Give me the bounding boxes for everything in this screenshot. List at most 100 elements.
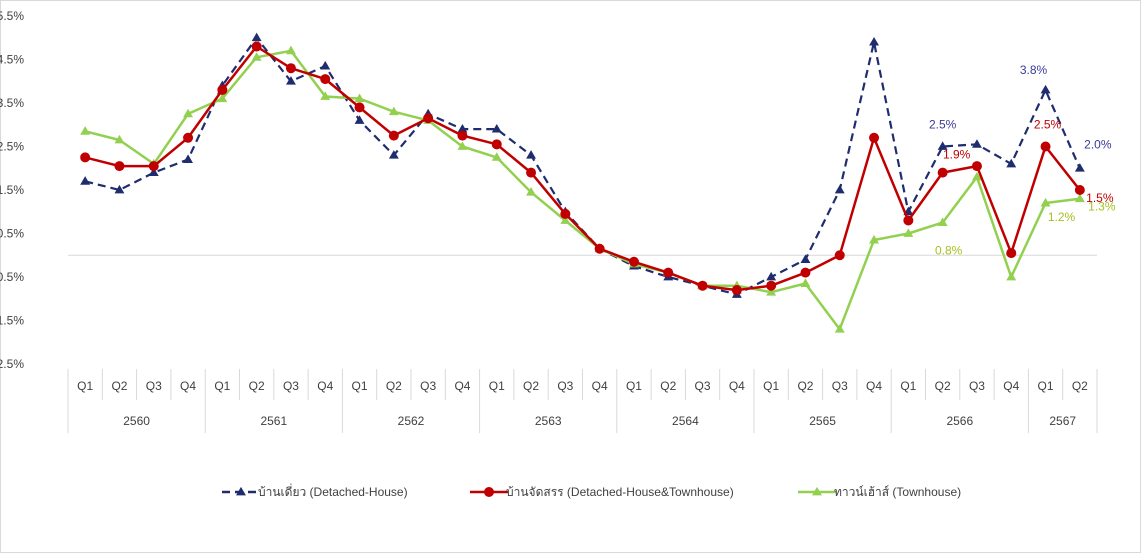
series-1	[80, 41, 1085, 296]
x-tick-label: Q2	[111, 379, 127, 393]
data-point	[971, 161, 982, 172]
legend-swatch-marker	[812, 486, 822, 496]
data-point	[1074, 163, 1085, 172]
data-point	[251, 41, 262, 52]
data-label: 3.8%	[1020, 63, 1048, 77]
year-label: 2560	[123, 414, 150, 428]
data-label: 1.9%	[943, 148, 971, 162]
x-tick-label: Q3	[420, 379, 436, 393]
data-point	[869, 36, 879, 46]
data-point	[286, 45, 296, 55]
x-tick-label: Q3	[695, 379, 711, 393]
data-point	[148, 161, 159, 172]
series-line	[84, 49, 1080, 331]
data-point	[594, 243, 605, 254]
x-tick-label: Q4	[729, 379, 745, 393]
year-label: 2562	[398, 414, 425, 428]
data-labels: 2.5% 3.8% 2.0% 1.9% 2.5% 1.5% 0.8% 1.2% 1.3%	[929, 63, 1116, 258]
data-point	[526, 150, 536, 159]
x-tick-label: Q1	[214, 379, 230, 393]
data-point	[800, 267, 811, 278]
x-tick-label: Q2	[935, 379, 951, 393]
x-tick-label: Q1	[900, 379, 916, 393]
x-tick-label: Q4	[866, 379, 882, 393]
data-point	[114, 161, 125, 172]
year-label: 2567	[1049, 414, 1076, 428]
data-point	[1006, 158, 1017, 168]
data-point	[1006, 248, 1017, 259]
data-label: 1.2%	[1048, 210, 1076, 224]
x-tick-label: Q4	[454, 379, 470, 393]
data-point	[491, 139, 502, 150]
data-point	[354, 115, 365, 124]
data-point	[183, 132, 194, 143]
data-point	[320, 74, 331, 85]
legend-swatch-marker	[236, 486, 246, 496]
x-tick-label: Q3	[283, 379, 299, 393]
data-point	[114, 184, 125, 194]
data-point	[80, 152, 91, 163]
data-point	[628, 256, 639, 267]
y-tick-label: 3.5%	[0, 96, 24, 110]
data-point	[183, 154, 193, 163]
data-point	[423, 113, 434, 124]
x-tick-label: Q2	[1072, 379, 1088, 393]
data-point	[766, 271, 777, 281]
y-tick-label: 4.5%	[0, 53, 24, 67]
series-0	[80, 32, 1085, 298]
data-point	[869, 234, 879, 244]
series-2	[80, 45, 1085, 333]
x-tick-label: Q2	[386, 379, 402, 393]
y-tick-label: 1.5%	[0, 183, 24, 197]
data-point	[285, 63, 296, 74]
year-label: 2565	[809, 414, 836, 428]
x-tick-label: Q1	[1038, 379, 1054, 393]
x-tick-label: Q1	[489, 379, 505, 393]
data-point	[972, 171, 982, 181]
x-tick-label: Q4	[180, 379, 196, 393]
legend-label: บ้านจัดสรร (Detached-House&Townhouse)	[506, 485, 734, 499]
series-layer	[80, 32, 1085, 333]
y-tick-label: -0.5%	[0, 270, 24, 284]
data-point	[80, 126, 91, 135]
data-point	[148, 167, 159, 177]
data-point	[217, 84, 228, 95]
data-point	[491, 152, 502, 161]
x-tick-label: Q2	[249, 379, 265, 393]
data-point	[320, 91, 331, 100]
data-point	[457, 123, 468, 133]
x-tick-label: Q4	[1003, 379, 1019, 393]
y-tick-label: -1.5%	[0, 314, 24, 328]
data-point	[388, 106, 399, 116]
data-point	[1074, 185, 1085, 195]
legend-item-0: บ้านเดี่ยว (Detached-House)	[222, 483, 408, 499]
x-tick-label: Q2	[797, 379, 813, 393]
y-tick-label: 5.5%	[0, 9, 24, 23]
x-tick-label: Q2	[523, 379, 539, 393]
legend-label: บ้านเดี่ยว (Detached-House)	[258, 483, 408, 499]
data-point	[1040, 84, 1051, 94]
legend-item-2: ทาวน์เฮ้าส์ (Townhouse)	[798, 485, 961, 499]
data-label: 1.5%	[1086, 191, 1114, 205]
data-point	[1040, 197, 1051, 207]
x-tick-label: Q1	[77, 379, 93, 393]
y-axis-ticks: 5.5% 4.5% 3.5% 2.5% 1.5% 0.5% -0.5% -1.5% -2.5%	[0, 9, 24, 371]
data-point	[869, 132, 880, 143]
data-point	[972, 139, 982, 148]
x-tick-label: Q1	[352, 379, 368, 393]
data-point	[1006, 271, 1017, 281]
x-tick-label: Q1	[763, 379, 779, 393]
data-label: 2.5%	[929, 118, 957, 132]
data-point	[114, 134, 125, 144]
data-point	[354, 93, 365, 103]
data-point	[217, 93, 228, 103]
data-point	[903, 215, 914, 226]
x-tick-label: Q4	[592, 379, 608, 393]
year-label: 2566	[946, 414, 973, 428]
data-point	[766, 280, 777, 291]
data-point	[251, 52, 262, 61]
data-point	[560, 215, 571, 224]
legend-label: ทาวน์เฮ้าส์ (Townhouse)	[834, 485, 961, 499]
